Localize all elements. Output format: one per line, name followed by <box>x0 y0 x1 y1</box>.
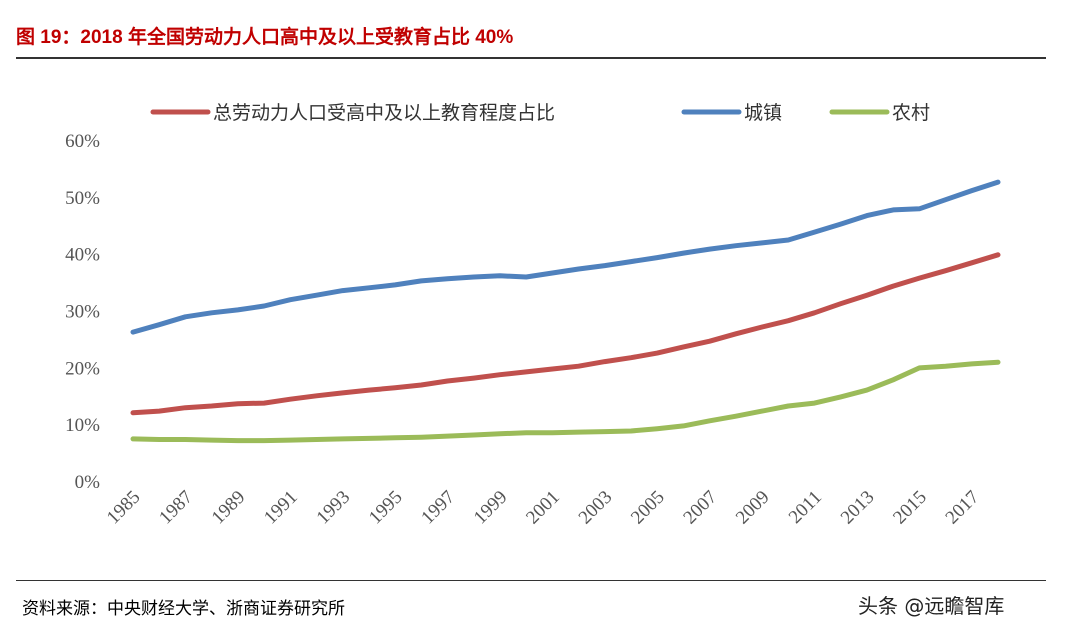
y-tick-label: 40% <box>65 245 100 266</box>
x-tick-label: 2017 <box>942 487 984 529</box>
x-tick-label: 2007 <box>679 487 721 529</box>
source-rule <box>16 580 1046 581</box>
x-tick-label: 1999 <box>470 487 512 529</box>
y-tick-label: 20% <box>65 358 100 379</box>
x-tick-label: 2005 <box>627 487 669 529</box>
title-rule <box>16 57 1046 59</box>
series-line-1 <box>130 179 1001 335</box>
x-tick-label: 1991 <box>260 487 302 529</box>
y-tick-label: 30% <box>65 302 100 323</box>
y-tick-label: 0% <box>75 472 101 493</box>
x-tick-label: 2001 <box>522 487 564 529</box>
x-tick-label: 2015 <box>889 487 931 529</box>
series-line-0 <box>130 252 1001 416</box>
x-tick-label: 1993 <box>313 487 355 529</box>
y-tick-label: 10% <box>65 415 100 436</box>
x-tick-label: 2011 <box>785 487 826 528</box>
x-tick-label: 1995 <box>365 487 407 529</box>
legend-label-0: 总劳动力人口受高中及以上教育程度占比 <box>213 102 555 124</box>
source-note: 资料来源：中央财经大学、浙商证券研究所 <box>22 599 345 619</box>
y-tick-label: 60% <box>65 131 100 152</box>
figure-title: 图 19：2018 年全国劳动力人口高中及以上受教育占比 40% <box>16 27 514 48</box>
x-tick-label: 1987 <box>155 487 197 529</box>
watermark: 头条 @远瞻智库 <box>858 594 1005 618</box>
x-tick-label: 2009 <box>732 487 774 529</box>
legend-label-1: 城镇 <box>744 102 782 124</box>
line-chart: 0% 10% 20% 30% 40% 50% 60% 1985 1987 1989 1991 1993… <box>65 102 1001 529</box>
legend-label-2: 农村 <box>892 102 930 124</box>
series-line-2 <box>130 359 1001 444</box>
x-tick-label: 1989 <box>208 487 250 529</box>
y-tick-label: 50% <box>65 188 100 209</box>
x-tick-label: 1997 <box>417 487 459 529</box>
x-tick-label: 2003 <box>575 487 617 529</box>
x-tick-label: 2013 <box>837 487 879 529</box>
x-tick-label: 1985 <box>103 487 145 529</box>
